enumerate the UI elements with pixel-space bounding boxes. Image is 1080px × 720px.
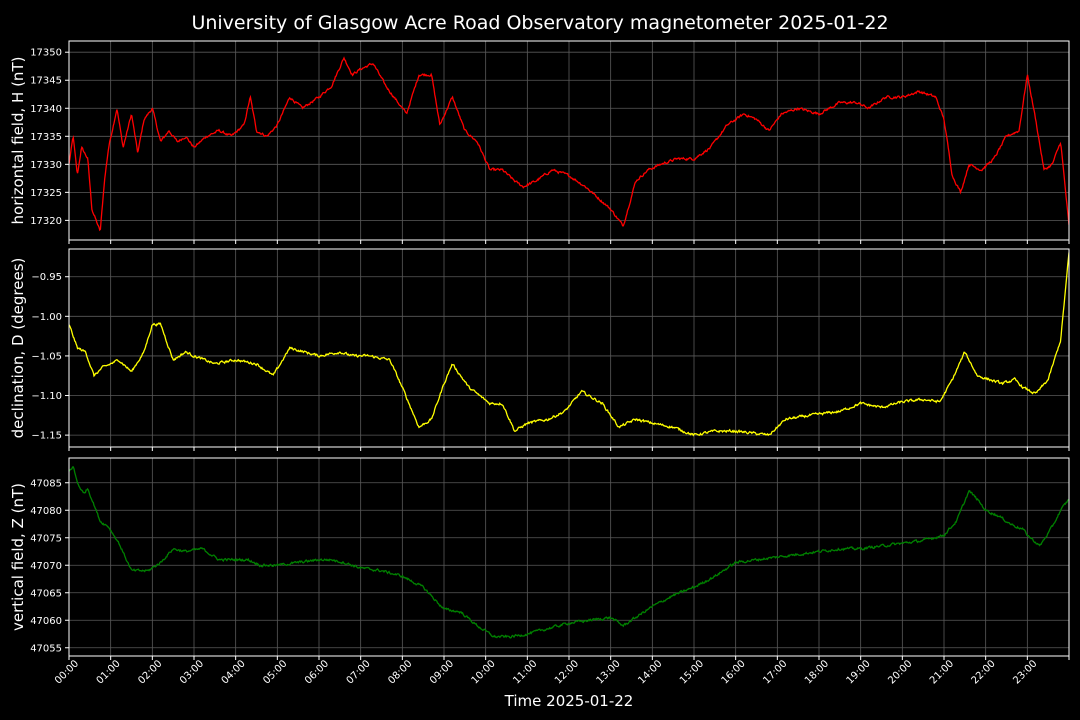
panel-z: 47055 47060 47065 47070 47075 47080 47085verti… <box>9 457 1070 660</box>
panel-h: 17320 17325 17330 17335 17340 17345 17350horiz… <box>9 40 1070 244</box>
y-tick-label: 47065 <box>30 588 62 599</box>
y-tick-label: 47070 <box>30 561 62 572</box>
series-line-h <box>69 56 1069 232</box>
y-tick-label: 17350 <box>30 48 62 59</box>
panel-d: −1.15 −1.10 −1.05 −1.00 −0.95 declination, D … <box>9 248 1070 451</box>
y-tick-label: 47060 <box>30 616 62 627</box>
panels-group: 17320 17325 17330 17335 17340 17345 17350horiz… <box>9 40 1070 660</box>
y-axis-label: horizontal field, H (nT) <box>9 57 27 225</box>
y-tick-label: 47075 <box>30 533 62 544</box>
y-tick-label: −1.05 <box>31 351 62 362</box>
panel-frame <box>68 248 1070 448</box>
x-axis-label: Time 2025-01-22 <box>504 692 634 710</box>
y-axis-label: declination, D (degrees) <box>9 258 27 439</box>
y-tick-label: 47085 <box>30 478 62 489</box>
y-tick-label: 17345 <box>30 76 62 87</box>
panel-frame <box>68 40 1070 241</box>
panel-frame <box>68 457 1070 657</box>
y-tick-label: 17320 <box>30 216 62 227</box>
y-tick-label: 47080 <box>30 506 62 517</box>
y-tick-label: 17325 <box>30 188 62 199</box>
y-axis-label: vertical field, Z (nT) <box>9 483 27 631</box>
y-tick-label: 47055 <box>30 643 62 654</box>
y-tick-label: 17340 <box>30 104 62 115</box>
y-tick-label: −1.15 <box>31 431 62 442</box>
series-line-d <box>69 252 1069 437</box>
y-tick-label: −1.00 <box>31 312 62 323</box>
y-tick-label: −1.10 <box>31 391 62 402</box>
y-tick-label: 17330 <box>30 160 62 171</box>
y-tick-label: 17335 <box>30 132 62 143</box>
y-tick-label: −0.95 <box>31 272 62 283</box>
series-line-z <box>69 466 1069 639</box>
chart-title: University of Glasgow Acre Road Observat… <box>191 12 888 34</box>
